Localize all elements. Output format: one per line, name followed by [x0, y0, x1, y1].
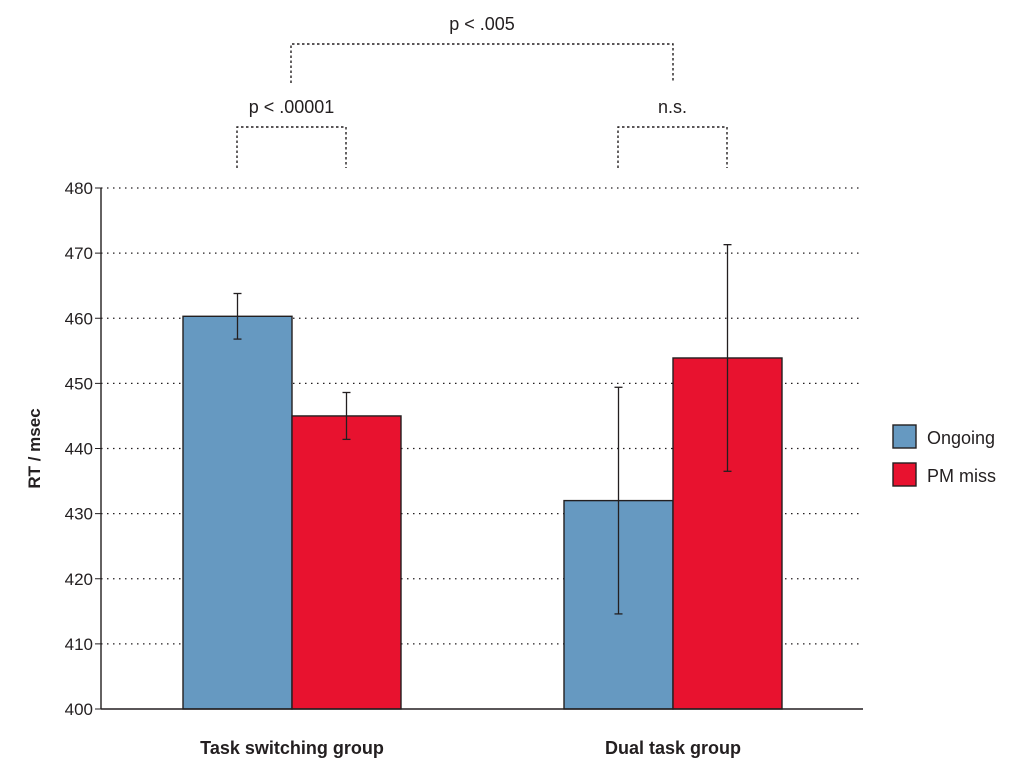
ytick-label-450: 450 [65, 374, 93, 393]
category-label-dual-task-group: Dual task group [605, 738, 741, 758]
error-bar-ongoing-task-switching-group [233, 292, 242, 340]
legend-item-ongoing: Ongoing [892, 424, 995, 449]
bracket-task-switching-label: p < .00001 [249, 97, 335, 117]
significance-brackets: p < .00001 n.s. p < .005 [236, 14, 728, 168]
y-axis-label: RT / msec [25, 408, 44, 488]
bracket-dual-task: n.s. [617, 97, 728, 168]
ytick-label-400: 400 [65, 700, 93, 719]
bracket-between-groups: p < .005 [290, 14, 674, 83]
legend-swatch-pm-miss [892, 462, 917, 487]
bracket-dual-task-line [617, 126, 728, 168]
error-bar-pm-miss-dual-task-group [723, 244, 732, 472]
legend-item-pm-miss: PM miss [892, 462, 996, 487]
ytick-label-420: 420 [65, 570, 93, 589]
legend-label-ongoing: Ongoing [927, 428, 995, 448]
bracket-between-groups-line [290, 43, 674, 83]
error-bars [233, 244, 732, 615]
bracket-task-switching: p < .00001 [236, 97, 347, 168]
ytick-label-460: 460 [65, 309, 93, 328]
ytick-label-480: 480 [65, 179, 93, 198]
bracket-dual-task-label: n.s. [658, 97, 687, 117]
ytick-label-430: 430 [65, 505, 93, 524]
bars [182, 315, 783, 710]
bracket-between-groups-label: p < .005 [449, 14, 515, 34]
ytick-label-440: 440 [65, 440, 93, 459]
axes: 400 410 420 430 440 450 460 470 480 RT / msec Task… [25, 179, 863, 758]
category-label-task-switching-group: Task switching group [200, 738, 384, 758]
bar-pm-miss-task-switching-group [291, 415, 402, 710]
bracket-task-switching-line [236, 126, 347, 168]
legend-swatch-ongoing [892, 424, 917, 449]
ytick-label-410: 410 [65, 635, 93, 654]
error-bar-pm-miss-task-switching-group [342, 391, 351, 441]
legend-label-pm-miss: PM miss [927, 466, 996, 486]
bar-ongoing-task-switching-group [182, 315, 293, 710]
error-bar-ongoing-dual-task-group [614, 386, 623, 615]
legend: Ongoing PM miss [892, 424, 996, 487]
ytick-label-470: 470 [65, 244, 93, 263]
